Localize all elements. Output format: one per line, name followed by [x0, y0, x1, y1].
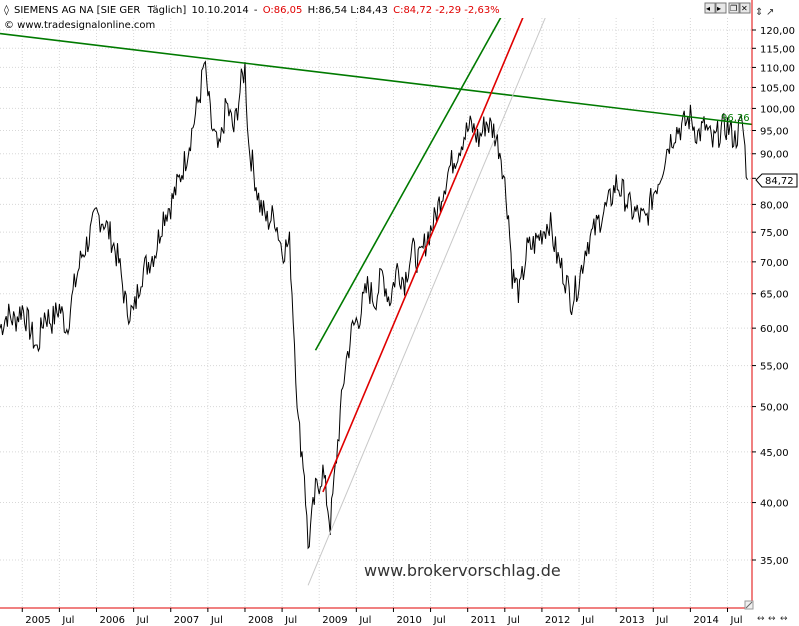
- current-price-label: 84,72: [765, 176, 794, 187]
- price-tick-label: 55,00: [760, 362, 789, 373]
- restore-icon: ❐: [730, 4, 737, 13]
- price-series-line: [0, 60, 748, 550]
- resize-handle[interactable]: [744, 600, 754, 610]
- chart-grid: [0, 18, 752, 608]
- price-tick-label: 70,00: [760, 258, 789, 269]
- price-tick-label: 110,00: [760, 63, 795, 74]
- price-tick-label: 90,00: [760, 150, 789, 161]
- trendline-green-1[interactable]: [314, 0, 530, 351]
- time-tick-label: Jul: [433, 615, 446, 626]
- time-tick-label: 2014: [693, 615, 718, 626]
- time-tick-label: Jul: [210, 615, 223, 626]
- price-tick-label: 95,00: [760, 126, 789, 137]
- trendline-price-label: 96,36: [721, 113, 750, 124]
- trendlines[interactable]: [0, 0, 752, 586]
- time-tick-label: 2010: [396, 615, 421, 626]
- time-tick-label: Jul: [581, 615, 594, 626]
- header-low: L:84,43: [350, 5, 388, 16]
- close-button[interactable]: [739, 2, 751, 14]
- price-zoom-controls[interactable]: ⇕ ↗: [755, 7, 774, 18]
- header-close: C:84,72 -2,29 -2,63%: [393, 5, 500, 16]
- time-axis[interactable]: 2005 Jul 2006 Jul 2007 Jul 2008 Jul 2009 Jul 2010 J…: [21, 608, 743, 626]
- chart-header: ◊ SIEMENS AG NA [SIE GER Täglich] 10.10.…: [4, 4, 500, 31]
- time-tick-label: 2012: [545, 615, 570, 626]
- price-tick-label: 45,00: [760, 448, 789, 459]
- scroll-left-button[interactable]: [704, 2, 716, 14]
- price-tick-label: 100,00: [760, 104, 795, 115]
- time-zoom-controls[interactable]: ↔ ↔ ↔: [757, 614, 788, 624]
- price-expand-icon[interactable]: ↗: [766, 7, 774, 18]
- time-tick-label: Jul: [61, 615, 74, 626]
- time-tick-label: 2005: [25, 615, 50, 626]
- time-tick-label: 2007: [174, 615, 199, 626]
- trendline-green-0[interactable]: [0, 32, 752, 126]
- time-tick-label: 2006: [100, 615, 125, 626]
- price-tick-label: 75,00: [760, 228, 789, 239]
- price-scale-icon[interactable]: ⇕: [755, 7, 763, 18]
- fit-arrow-icon[interactable]: ↔: [780, 614, 788, 624]
- price-axis[interactable]: 120,00 115,00 110,00 105,00 100,00 95,00 90,00…: [752, 26, 795, 567]
- scroll-right-icon: ▸: [717, 4, 721, 13]
- scroll-left-icon: ◂: [706, 4, 710, 13]
- time-tick-label: Jul: [507, 615, 520, 626]
- header-interval: Täglich]: [147, 5, 187, 16]
- time-tick-label: 2008: [248, 615, 273, 626]
- header-high: H:86,54: [308, 5, 348, 16]
- price-tick-label: 105,00: [760, 83, 795, 94]
- close-icon: ✕: [741, 4, 748, 13]
- window-buttons[interactable]: ◂ ▸ ❐ ✕: [704, 2, 751, 14]
- price-tick-label: 65,00: [760, 290, 789, 301]
- time-tick-label: Jul: [358, 615, 371, 626]
- price-tick-label: 35,00: [760, 556, 789, 567]
- restore-button[interactable]: [728, 2, 740, 14]
- price-tick-label: 115,00: [760, 44, 795, 55]
- time-tick-label: 2013: [619, 615, 644, 626]
- price-tick-label: 80,00: [760, 200, 789, 211]
- scroll-right-button[interactable]: [715, 2, 727, 14]
- header-open: O:86,05: [263, 5, 303, 16]
- header-symbol-icon: ◊: [4, 4, 9, 16]
- header-separator: -: [254, 5, 258, 16]
- trendline-red-2[interactable]: [322, 0, 546, 493]
- price-tick-label: 40,00: [760, 499, 789, 510]
- price-tick-label: 50,00: [760, 403, 789, 414]
- current-price-marker: 84,72: [755, 173, 798, 188]
- time-tick-label: Jul: [136, 615, 149, 626]
- zoom-out-arrow-icon[interactable]: ↔: [768, 614, 776, 624]
- time-tick-label: 2011: [471, 615, 496, 626]
- price-tick-label: 60,00: [760, 324, 789, 335]
- header-title: SIEMENS AG NA [SIE GER Täglich] 10.10.20…: [14, 5, 500, 16]
- header-date: 10.10.2014: [191, 5, 248, 16]
- time-tick-label: Jul: [655, 615, 668, 626]
- price-tick-label: 120,00: [760, 26, 795, 37]
- trendline-gray-3[interactable]: [307, 0, 568, 586]
- header-symbol: SIEMENS AG NA [SIE GER: [14, 5, 140, 16]
- header-copyright: © www.tradesignalonline.com: [4, 20, 155, 31]
- time-tick-label: Jul: [284, 615, 297, 626]
- watermark-text: www.brokervorschlag.de: [364, 561, 561, 580]
- time-tick-label: Jul: [730, 615, 743, 626]
- zoom-in-arrow-icon[interactable]: ↔: [757, 614, 765, 624]
- time-tick-label: 2009: [322, 615, 347, 626]
